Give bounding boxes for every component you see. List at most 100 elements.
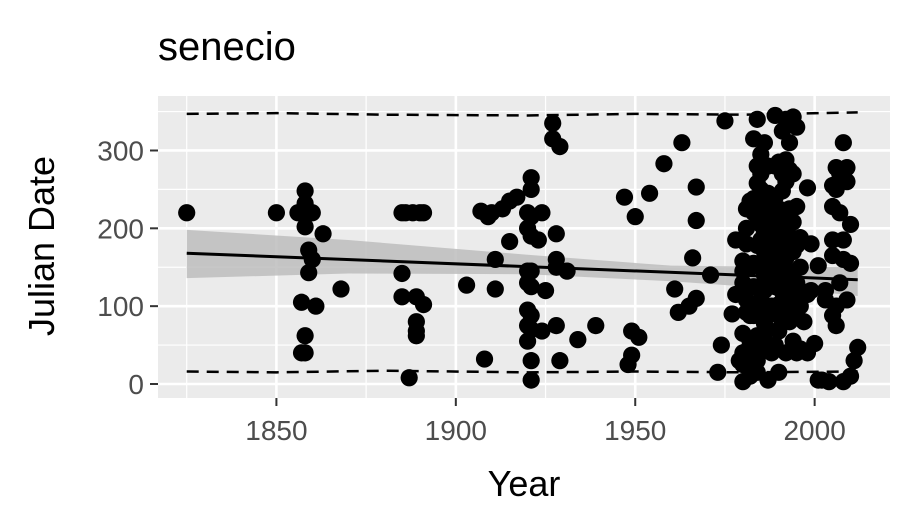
plot-panel <box>158 96 890 398</box>
x-axis: 1850 1900 1950 2000 <box>245 398 846 446</box>
data-point <box>780 134 799 152</box>
y-axis: 0 100 200 300 <box>97 135 158 400</box>
x-tick-label: 1950 <box>604 415 666 446</box>
data-point <box>831 204 849 222</box>
data-point <box>723 305 741 323</box>
data-point <box>791 258 809 276</box>
data-point <box>551 137 569 156</box>
data-point <box>307 297 325 315</box>
data-point <box>841 215 860 234</box>
data-point <box>615 188 634 206</box>
data-point <box>802 281 820 300</box>
data-point <box>831 274 849 292</box>
data-point <box>755 134 774 152</box>
data-point <box>687 178 705 196</box>
data-point <box>522 371 540 389</box>
data-point <box>838 173 856 191</box>
data-point <box>687 289 705 307</box>
data-point <box>820 373 838 391</box>
data-point <box>809 257 827 275</box>
data-point <box>414 295 433 314</box>
data-point <box>827 317 845 335</box>
data-point <box>788 118 806 136</box>
y-axis-title: Julian Date <box>21 156 62 336</box>
data-point <box>569 331 587 349</box>
chart-title: senecio <box>158 25 296 69</box>
data-point <box>393 264 411 283</box>
data-point <box>838 159 856 177</box>
data-point <box>655 155 673 173</box>
data-point <box>400 369 418 387</box>
data-point <box>522 180 540 199</box>
data-point <box>296 344 314 362</box>
data-point <box>393 288 411 306</box>
data-point <box>296 218 314 236</box>
data-point <box>407 327 425 345</box>
upper-quantile-line <box>186 111 858 117</box>
x-tick-label: 1850 <box>245 415 307 446</box>
data-point <box>558 262 576 280</box>
confidence-band <box>186 229 858 297</box>
data-point <box>845 352 863 370</box>
data-point <box>522 306 540 325</box>
data-point <box>788 197 806 216</box>
data-point <box>666 280 684 298</box>
data-point <box>332 280 350 298</box>
data-point <box>687 211 705 230</box>
data-point <box>486 280 504 298</box>
data-point <box>587 317 605 335</box>
data-point <box>508 188 526 206</box>
data-point <box>709 363 727 381</box>
data-point <box>630 328 648 346</box>
data-point <box>737 219 756 237</box>
data-point <box>623 346 641 364</box>
data-point <box>673 134 691 152</box>
data-point <box>795 313 813 331</box>
data-point <box>841 254 860 272</box>
data-point <box>314 225 332 243</box>
data-point <box>522 352 540 370</box>
data-point <box>716 112 734 130</box>
x-tick-label: 1900 <box>425 415 487 446</box>
y-tick-label: 100 <box>97 291 144 322</box>
y-tick-label: 0 <box>128 369 144 400</box>
data-point <box>533 204 551 222</box>
data-point <box>303 204 321 222</box>
y-tick-label: 300 <box>97 135 144 166</box>
data-point <box>300 264 318 282</box>
data-point <box>784 213 802 231</box>
data-point <box>547 225 565 243</box>
data-point <box>414 204 433 222</box>
data-point <box>838 291 856 309</box>
x-axis-title: Year <box>488 463 561 504</box>
data-point <box>536 281 555 300</box>
data-point <box>296 327 314 345</box>
data-point <box>834 231 852 249</box>
data-point <box>841 367 860 385</box>
data-point <box>547 317 565 335</box>
data-point <box>684 249 702 267</box>
data-point <box>292 293 311 311</box>
data-point <box>626 208 644 226</box>
data-point <box>834 134 852 152</box>
data-point <box>533 322 551 340</box>
data-point <box>802 235 820 253</box>
data-point <box>798 179 817 197</box>
data-point <box>475 350 494 368</box>
data-point <box>849 338 867 357</box>
data-point <box>457 276 476 294</box>
data-point <box>748 110 766 128</box>
data-point <box>529 231 547 249</box>
data-point <box>501 232 519 251</box>
data-point <box>267 204 286 222</box>
trend-line <box>186 251 858 282</box>
x-tick-label: 2000 <box>783 415 845 446</box>
data-point <box>551 352 569 370</box>
data-point <box>712 336 730 354</box>
data-point <box>806 334 824 353</box>
data-point <box>296 182 314 200</box>
data-point <box>784 165 802 183</box>
data-point <box>544 114 562 132</box>
y-tick-label: 200 <box>97 213 144 244</box>
